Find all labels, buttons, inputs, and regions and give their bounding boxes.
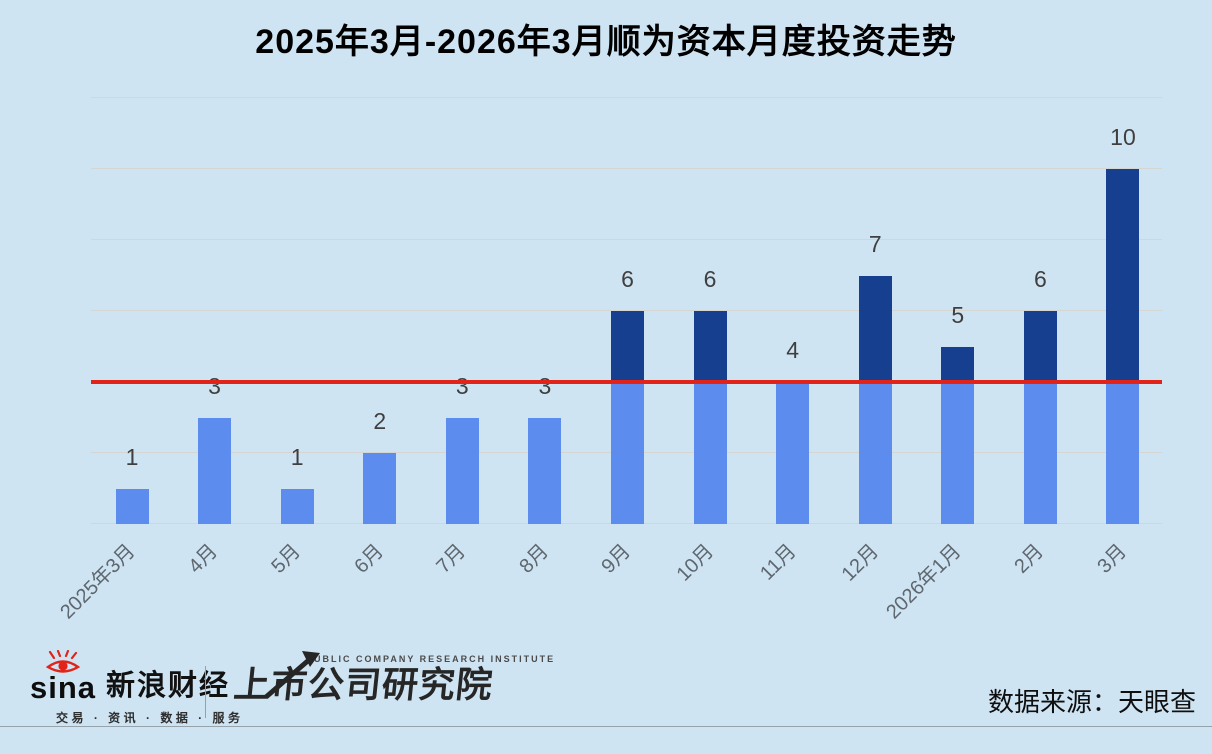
bar-12月 [858,275,892,524]
bar-segment-below-line [280,488,314,524]
chart-title: 2025年3月-2026年3月顺为资本月度投资走势 [255,23,957,61]
bar-segment-above-line [858,275,892,382]
x-axis-label-9月: 9月 [597,540,636,578]
bar-value-label: 6 [1033,266,1047,292]
bar-segment-below-line [528,417,562,524]
bar-value-label: 1 [125,443,139,470]
institute-name: 上市公司研究院 [231,664,496,705]
sina-wordmark: sina [30,650,97,705]
logo-separator [205,666,206,718]
bar-segment-below-line [1106,382,1140,524]
gridline-y8 [91,239,1162,240]
bar-2025年3月 [115,488,149,524]
bar-4月 [198,417,232,524]
x-axis-label-2月: 2月 [1010,540,1049,578]
bar-value-label: 2 [373,408,387,434]
bar-segment-below-line [115,488,149,524]
bar-segment-above-line [1106,169,1140,382]
bar-segment-below-line [1023,382,1057,524]
bar-value-label: 6 [621,266,634,292]
bar-value-label: 5 [951,301,965,328]
x-axis-label-4月: 4月 [184,540,223,578]
bar-value-label: 7 [868,230,882,257]
bar-11月 [776,382,810,524]
reference-line [91,380,1162,384]
bar-value-label: 10 [1110,124,1136,150]
bar-segment-above-line [941,346,975,382]
gridline-y10 [91,168,1162,169]
sina-eye-icon [45,650,81,673]
bar-8月 [528,417,562,524]
bar-value-label: 3 [538,372,552,399]
bar-value-label: 1 [290,443,304,470]
bar-segment-below-line [363,453,397,524]
bar-segment-below-line [693,382,727,524]
sina-finance-logo: sina 新浪财经 交易 · 资讯 · 数据 · 服务 [30,650,244,726]
bar-segment-below-line [858,382,892,524]
bar-segment-above-line [693,311,727,382]
bar-segment-below-line [941,382,975,524]
x-axis-label-6月: 6月 [349,540,388,578]
x-axis-label-8月: 8月 [515,540,553,578]
bar-segment-above-line [1023,311,1057,382]
x-axis-label-10月: 10月 [672,540,718,586]
x-axis-label-2026年1月: 2026年1月 [882,540,966,624]
bar-segment-above-line [610,311,644,382]
gridline-y6 [91,310,1162,311]
bar-value-label: 4 [786,337,800,363]
bar-6月 [363,453,397,524]
bar-9月 [610,311,644,524]
x-axis-label-7月: 7月 [432,540,471,578]
bar-2月 [1023,311,1057,524]
bar-segment-below-line [610,382,644,524]
x-axis: 2025年3月 4月 5月 6月 7月 8月 9月 10月 11月 12月 2026年1月 2月 3月 [57,538,1162,648]
bar-segment-below-line [445,417,479,524]
x-axis-label-2025年3月: 2025年3月 [56,540,140,624]
bar-chart-plot-area: 1 3 1 2 3 3 6 6 4 7 5 6 10 [91,76,1162,524]
institute-logo: PUBLIC COMPANY RESEARCH INSTITUTE 上市公司研究… [231,651,556,705]
bar-2026年1月 [941,346,975,524]
bar-3月 [1106,169,1140,524]
bar-segment-below-line [776,382,810,524]
bar-5月 [280,488,314,524]
gridline-y12 [91,97,1162,98]
institute-subtitle: PUBLIC COMPANY RESEARCH INSTITUTE [306,654,556,664]
bar-value-label: 3 [455,372,469,399]
footer-divider-line [0,726,1212,727]
bar-value-label: 6 [703,266,717,292]
sina-tagline: 交易 · 资讯 · 数据 · 服务 [56,711,244,725]
x-axis-label-3月: 3月 [1093,540,1131,578]
rising-arrow-icon [264,651,320,699]
x-axis-label-12月: 12月 [837,540,884,586]
x-axis-label-11月: 11月 [756,540,801,585]
data-source-label: 数据来源：天眼查 [987,687,1196,717]
bar-7月 [445,417,479,524]
x-axis-label-5月: 5月 [267,540,305,578]
sina-brand-text: sina [30,670,97,705]
bar-10月 [693,311,727,524]
bar-segment-below-line [198,417,232,524]
bar-value-label: 3 [208,372,221,399]
sina-finance-name: 新浪财经 [106,670,231,703]
